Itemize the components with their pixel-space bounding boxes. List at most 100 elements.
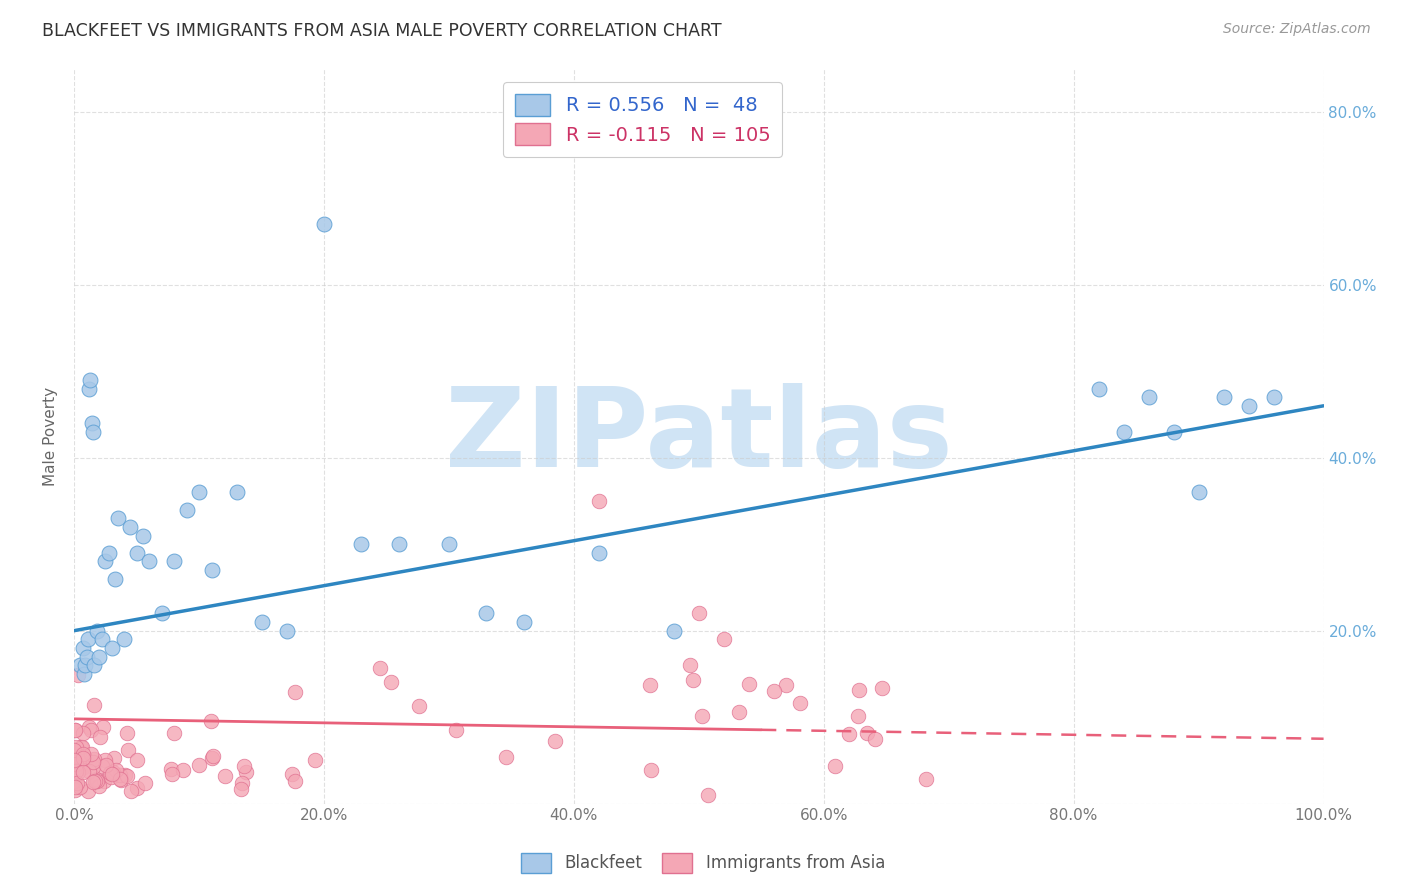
Point <box>72 640 94 655</box>
Text: ZIPatlas: ZIPatlas <box>444 383 953 490</box>
Point <box>727 706 749 720</box>
Point <box>1112 425 1135 439</box>
Point <box>232 759 254 773</box>
Point <box>588 546 610 560</box>
Point <box>70 761 93 775</box>
Point <box>105 764 128 778</box>
Point <box>1212 390 1234 404</box>
Point <box>200 714 222 728</box>
Point <box>63 774 86 789</box>
Point <box>84 772 107 786</box>
Point <box>94 554 117 568</box>
Point <box>870 681 893 695</box>
Point <box>284 685 307 699</box>
Point <box>98 766 121 780</box>
Point <box>444 723 467 737</box>
Point <box>82 756 104 770</box>
Point <box>83 698 105 713</box>
Point <box>188 757 211 772</box>
Point <box>134 775 156 789</box>
Point <box>69 780 91 794</box>
Point <box>350 537 373 551</box>
Point <box>846 708 869 723</box>
Point <box>117 726 139 740</box>
Point <box>80 416 103 430</box>
Point <box>112 632 135 647</box>
Point <box>63 780 86 794</box>
Point <box>1163 425 1185 439</box>
Text: BLACKFEET VS IMMIGRANTS FROM ASIA MALE POVERTY CORRELATION CHART: BLACKFEET VS IMMIGRANTS FROM ASIA MALE P… <box>42 22 721 40</box>
Point <box>89 779 111 793</box>
Point <box>114 768 136 782</box>
Point <box>231 776 253 790</box>
Point <box>163 554 186 568</box>
Point <box>120 520 142 534</box>
Point <box>86 773 108 788</box>
Point <box>87 649 110 664</box>
Point <box>69 751 91 765</box>
Point <box>82 425 104 439</box>
Point <box>110 772 132 787</box>
Point <box>838 727 860 741</box>
Point <box>475 607 498 621</box>
Point <box>312 217 335 231</box>
Point <box>848 682 870 697</box>
Text: Source: ZipAtlas.com: Source: ZipAtlas.com <box>1223 22 1371 37</box>
Point <box>408 698 430 713</box>
Point <box>1237 399 1260 413</box>
Point <box>63 723 86 737</box>
Point <box>76 632 98 647</box>
Point <box>107 511 129 525</box>
Point <box>304 753 326 767</box>
Point <box>82 775 104 789</box>
Point <box>101 764 124 779</box>
Point <box>65 739 87 754</box>
Y-axis label: Male Poverty: Male Poverty <box>44 386 58 485</box>
Point <box>79 373 101 387</box>
Point <box>176 502 198 516</box>
Point <box>697 788 720 802</box>
Point <box>104 572 127 586</box>
Point <box>73 748 96 763</box>
Point <box>76 649 98 664</box>
Point <box>93 773 115 788</box>
Point <box>200 563 222 577</box>
Point <box>201 751 224 765</box>
Point <box>70 756 93 770</box>
Point <box>91 758 114 772</box>
Point <box>235 764 257 779</box>
Point <box>250 615 273 629</box>
Point <box>72 747 94 761</box>
Point <box>110 767 132 781</box>
Point <box>682 673 704 687</box>
Point <box>89 731 111 745</box>
Point <box>83 658 105 673</box>
Point <box>150 607 173 621</box>
Point <box>65 756 87 771</box>
Point <box>775 678 797 692</box>
Point <box>229 781 252 796</box>
Point <box>63 723 86 737</box>
Point <box>73 666 96 681</box>
Point <box>160 762 183 776</box>
Point <box>94 758 117 772</box>
Point <box>690 709 713 723</box>
Point <box>63 756 86 771</box>
Point <box>66 668 89 682</box>
Point <box>855 726 877 740</box>
Point <box>163 725 186 739</box>
Point <box>688 607 710 621</box>
Point <box>789 696 811 710</box>
Point <box>1188 485 1211 500</box>
Point <box>72 750 94 764</box>
Point <box>865 731 887 746</box>
Point <box>94 753 117 767</box>
Point <box>280 767 302 781</box>
Legend: R = 0.556   N =  48, R = -0.115   N = 105: R = 0.556 N = 48, R = -0.115 N = 105 <box>503 82 782 157</box>
Point <box>138 554 160 568</box>
Point <box>70 740 93 755</box>
Point <box>63 782 86 797</box>
Point <box>188 485 211 500</box>
Point <box>72 726 94 740</box>
Point <box>914 772 936 787</box>
